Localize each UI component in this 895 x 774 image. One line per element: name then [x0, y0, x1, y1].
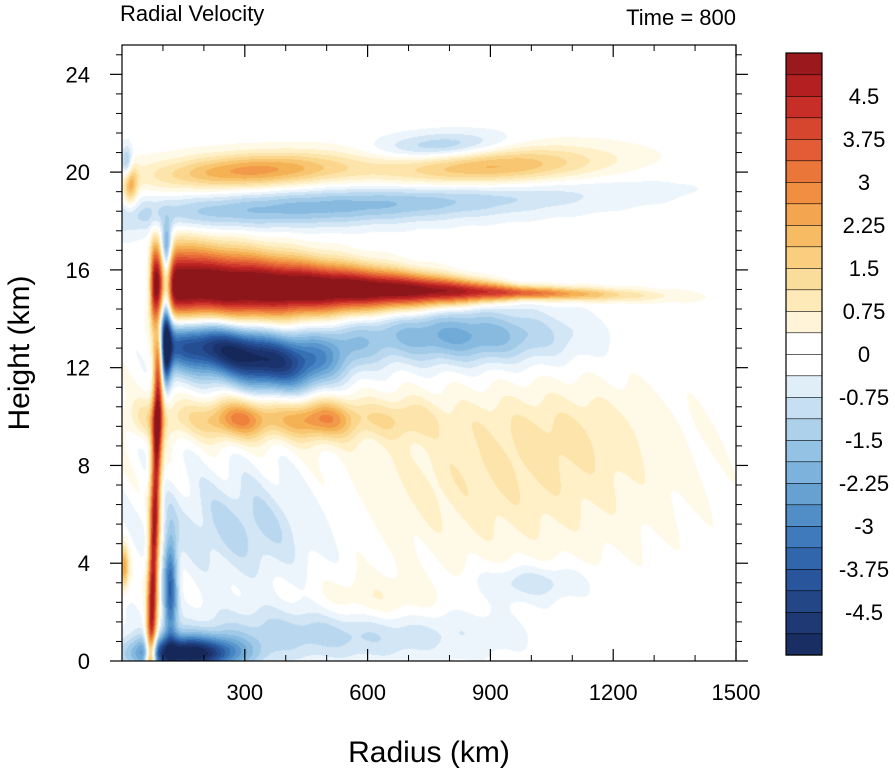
colorbar-swatch — [785, 52, 823, 76]
colorbar-swatch — [785, 74, 823, 97]
y-tick-label: 24 — [66, 62, 90, 87]
x-tick-label: 300 — [226, 680, 263, 705]
colorbar-swatch — [785, 117, 823, 140]
colorbar-swatch — [785, 203, 823, 226]
y-tick-label: 12 — [66, 356, 90, 381]
x-axis-label: Radius (km) — [348, 736, 510, 769]
colorbar-swatch — [785, 310, 823, 334]
colorbar-swatch — [785, 160, 823, 183]
x-tick-label: 600 — [349, 680, 386, 705]
colorbar-tick-label: -3.75 — [839, 557, 889, 582]
chart-subtitle: Time = 800 — [626, 5, 736, 30]
y-tick-label: 0 — [78, 649, 90, 674]
colorbar-swatch — [785, 525, 823, 549]
heatmap-field — [122, 45, 736, 661]
colorbar-swatch — [785, 461, 823, 484]
colorbar-tick-label: 0.75 — [843, 299, 886, 324]
colorbar-swatch — [785, 504, 823, 527]
y-tick-label: 16 — [66, 258, 90, 283]
colorbar-swatch — [785, 396, 823, 420]
colorbar-tick-label: 2.25 — [843, 213, 886, 238]
y-axis-label: Height (km) — [3, 275, 36, 430]
colorbar-tick-label: 3.75 — [843, 127, 886, 152]
colorbar-swatch — [785, 568, 823, 592]
colorbar-tick-label: 1.5 — [849, 256, 880, 281]
colorbar-swatch — [785, 138, 823, 162]
colorbar-swatch — [785, 439, 823, 463]
colorbar-swatch — [785, 267, 823, 291]
colorbar-swatch — [785, 375, 823, 398]
colorbar-tick-label: -2.25 — [839, 471, 889, 496]
colorbar-swatch — [785, 482, 823, 506]
x-tick-label: 1500 — [712, 680, 761, 705]
colorbar-swatch — [785, 224, 823, 248]
colorbar: 4.5 3.75 3 2.25 1.5 0.75 0 -0.75 -1.5 -2.25 -3 -3.7… — [785, 52, 889, 656]
plot-area — [121, 44, 737, 662]
colorbar-swatch — [785, 590, 823, 613]
colorbar-swatch — [785, 633, 823, 656]
plot-frame — [121, 44, 737, 662]
axes: 300 600 900 1200 1500 0 4 8 12 16 20 24 — [66, 45, 761, 705]
y-tick-label: 20 — [66, 160, 90, 185]
y-tick-label: 8 — [78, 453, 90, 478]
y-tick-label: 4 — [78, 551, 90, 576]
colorbar-swatch — [785, 181, 823, 205]
colorbar-tick-label: 4.5 — [849, 84, 880, 109]
colorbar-swatch — [785, 95, 823, 119]
colorbar-tick-label: 3 — [858, 170, 870, 195]
colorbar-tick-label: -4.5 — [845, 600, 883, 625]
x-tick-label: 1200 — [589, 680, 638, 705]
colorbar-swatch — [785, 246, 823, 269]
colorbar-tick-label: -3 — [854, 514, 874, 539]
x-tick-label: 900 — [472, 680, 509, 705]
colorbar-swatch — [785, 611, 823, 635]
colorbar-frame — [785, 52, 823, 656]
colorbar-swatch — [785, 353, 823, 377]
colorbar-tick-label: -0.75 — [839, 385, 889, 410]
colorbar-tick-label: 0 — [858, 342, 870, 367]
colorbar-tick-label: -1.5 — [845, 428, 883, 453]
colorbar-swatch — [785, 332, 823, 355]
colorbar-swatch — [785, 418, 823, 441]
colorbar-swatch — [785, 289, 823, 312]
chart-title: Radial Velocity — [120, 1, 264, 26]
colorbar-swatch — [785, 547, 823, 570]
